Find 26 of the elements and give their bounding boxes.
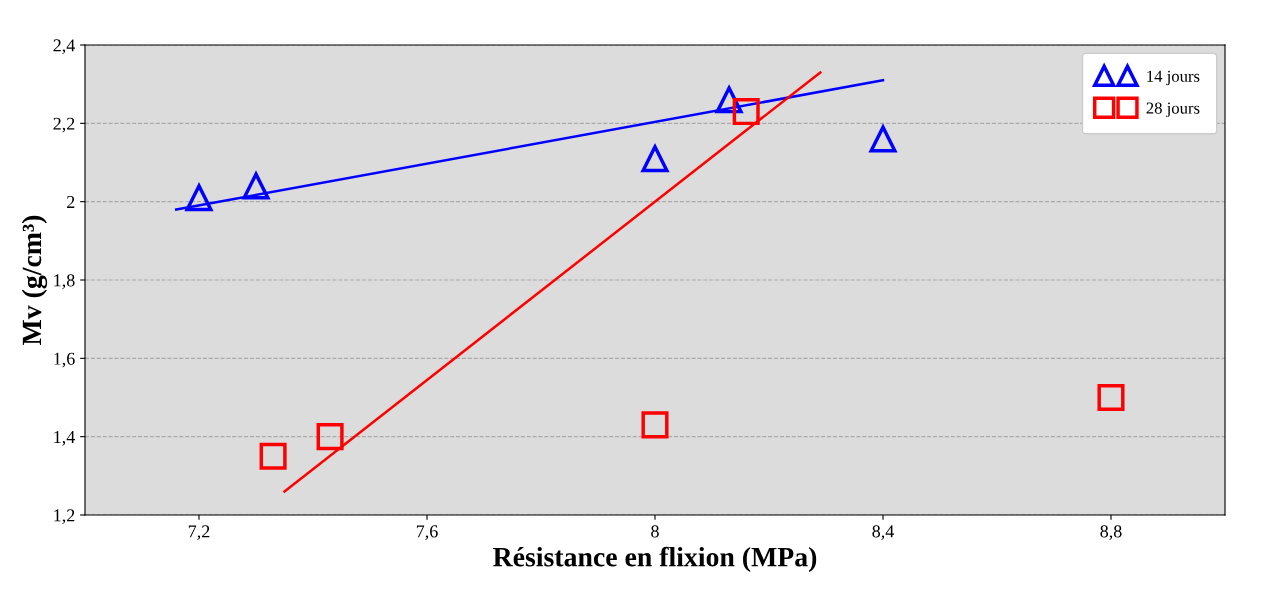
y-axis-title: Mv (g/cm³) bbox=[21, 215, 48, 345]
x-axis-title: Résistance en flixion (MPa) bbox=[493, 546, 817, 573]
point bbox=[641, 411, 669, 439]
x-tick-label: 8,4 bbox=[872, 525, 894, 541]
point bbox=[185, 184, 213, 212]
point bbox=[242, 172, 270, 200]
point bbox=[1097, 383, 1125, 412]
x-tick-label: 7,6 bbox=[416, 525, 438, 541]
x-tick-label: 7,2 bbox=[188, 525, 210, 541]
point bbox=[732, 98, 760, 126]
y-tick-label: 1,6 bbox=[54, 352, 75, 368]
y-tick-label: 2,2 bbox=[53, 117, 75, 133]
point bbox=[869, 125, 897, 153]
y-tick-label: 1,4 bbox=[54, 431, 75, 446]
legend-label: 28 jours bbox=[1146, 102, 1200, 118]
point bbox=[641, 145, 669, 173]
y-tick-label: 1,2 bbox=[54, 509, 75, 525]
y-tick-label: 2,4 bbox=[53, 39, 75, 55]
x-tick-label: 8,8 bbox=[1100, 525, 1122, 541]
x-tick-label: 8 bbox=[651, 525, 659, 538]
point bbox=[316, 423, 344, 451]
y-tick-label: 1,8 bbox=[54, 274, 75, 290]
y-tick-label: 2 bbox=[67, 195, 75, 208]
legend-label: 14 jours bbox=[1147, 70, 1200, 86]
point bbox=[259, 442, 287, 470]
point bbox=[715, 86, 743, 114]
